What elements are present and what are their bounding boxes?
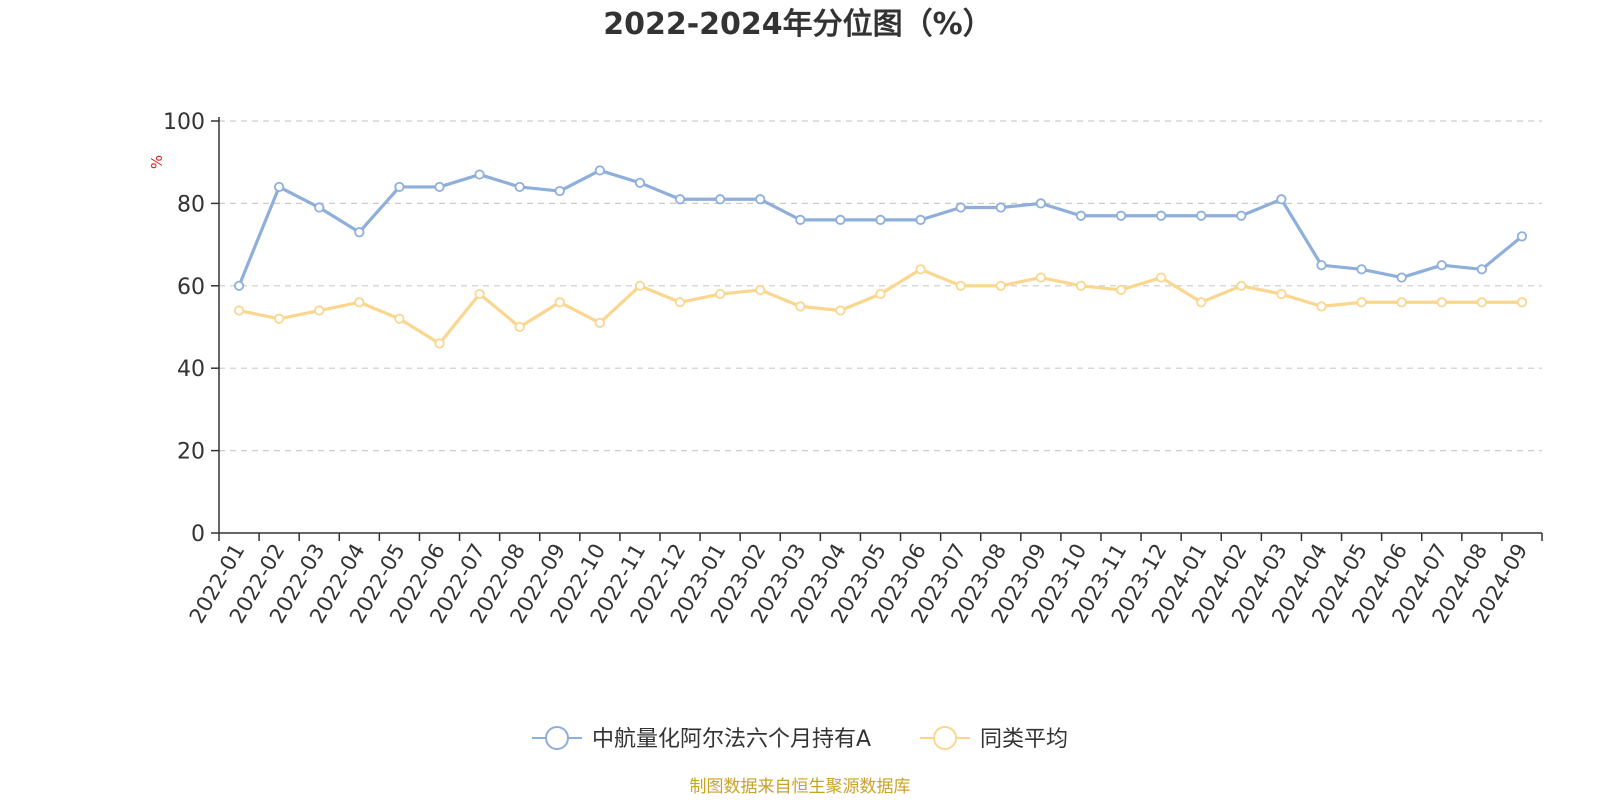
series-0-point-2023-12[interactable]: [1156, 210, 1167, 221]
data-source-note: 制图数据来自恒生聚源数据库: [690, 777, 911, 797]
series-line-0: [237, 168, 1524, 288]
series-1-point-2022-07[interactable]: [474, 288, 485, 300]
series-1-point-2022-03[interactable]: [314, 305, 325, 316]
series-0-point-2024-05[interactable]: [1356, 264, 1367, 275]
series-0-point-2024-01[interactable]: [1196, 210, 1207, 221]
x-tick-labels: 2022-012022-022022-032022-042022-052022-…: [185, 540, 1533, 628]
y-tick-label-40: 40: [177, 357, 205, 382]
series-0-point-2024-02[interactable]: [1236, 210, 1247, 221]
series-1-point-2023-03[interactable]: [795, 301, 806, 312]
legend-swatch-marker-category-average: [933, 726, 957, 750]
series-0-point-2022-04[interactable]: [354, 227, 365, 238]
series-0-point-2022-05[interactable]: [394, 181, 405, 193]
series-1-point-2024-03[interactable]: [1276, 288, 1287, 300]
series-1-point-2024-07[interactable]: [1436, 297, 1447, 308]
series-1-point-2024-06[interactable]: [1396, 297, 1407, 308]
series-0-point-2023-02[interactable]: [755, 194, 766, 205]
legend-item-fund[interactable]: 中航量化阿尔法六个月持有A: [532, 726, 871, 752]
series-1-point-2022-10[interactable]: [594, 317, 605, 328]
series-0-point-2023-04[interactable]: [835, 214, 846, 225]
series-1-point-2022-12[interactable]: [674, 297, 686, 308]
series-0-point-2022-07[interactable]: [474, 169, 485, 180]
series-1-point-2023-05[interactable]: [875, 288, 886, 300]
series-1-point-2024-08[interactable]: [1476, 297, 1487, 308]
series-0-point-2023-08[interactable]: [995, 202, 1006, 213]
series-0-point-2023-01[interactable]: [715, 194, 726, 205]
series-0: [233, 165, 1528, 291]
axes: [211, 117, 1543, 541]
series-0-point-2022-12[interactable]: [674, 194, 686, 205]
series-0-point-2023-11[interactable]: [1115, 210, 1127, 221]
series-1-point-2022-11[interactable]: [634, 280, 646, 291]
y-tick-label-0: 0: [191, 522, 205, 547]
series-lines: [233, 165, 1528, 349]
y-tick-labels: 0 20 40 60 80 100: [163, 110, 205, 547]
legend-label-fund: 中航量化阿尔法六个月持有A: [592, 727, 871, 752]
series-1-point-2022-01[interactable]: [233, 305, 245, 316]
series-1-point-2023-07[interactable]: [955, 280, 966, 291]
series-0-point-2023-05[interactable]: [875, 214, 886, 225]
series-1-point-2024-05[interactable]: [1356, 297, 1367, 308]
series-1-point-2022-04[interactable]: [354, 297, 365, 308]
series-0-point-2023-10[interactable]: [1075, 210, 1087, 221]
series-1-point-2023-01[interactable]: [715, 288, 726, 300]
series-1-point-2023-02[interactable]: [755, 284, 766, 296]
chart-title: 2022-2024年分位图（%）: [603, 7, 993, 42]
series-1: [233, 264, 1528, 349]
grid-lines: [219, 120, 1542, 452]
y-axis-unit-label: %: [148, 155, 166, 169]
series-0-point-2024-03[interactable]: [1276, 194, 1287, 205]
series-1-point-2023-11[interactable]: [1115, 284, 1127, 296]
series-0-point-2023-06[interactable]: [915, 214, 926, 225]
series-0-point-2022-06[interactable]: [434, 181, 445, 193]
legend-swatch-marker-fund: [545, 726, 569, 750]
series-1-point-2022-08[interactable]: [514, 321, 525, 333]
series-0-point-2024-04[interactable]: [1316, 260, 1327, 271]
series-1-point-2022-02[interactable]: [274, 313, 285, 324]
series-0-point-2022-10[interactable]: [594, 165, 605, 176]
series-0-point-2022-01[interactable]: [233, 280, 245, 291]
y-tick-label-80: 80: [177, 192, 205, 217]
legend-label-category-average: 同类平均: [980, 727, 1068, 752]
series-0-point-2022-03[interactable]: [314, 202, 325, 213]
y-tick-label-60: 60: [177, 275, 205, 300]
series-1-point-2023-10[interactable]: [1075, 280, 1087, 291]
series-0-point-2022-08[interactable]: [514, 181, 525, 193]
series-0-point-2024-09[interactable]: [1516, 231, 1528, 242]
legend: 中航量化阿尔法六个月持有A 同类平均: [532, 726, 1068, 752]
series-1-point-2022-09[interactable]: [554, 297, 565, 308]
series-0-point-2022-02[interactable]: [274, 181, 285, 193]
series-0-point-2023-09[interactable]: [1035, 198, 1046, 209]
series-line-1: [237, 267, 1524, 346]
y-tick-label-100: 100: [163, 110, 205, 135]
series-1-point-2024-02[interactable]: [1236, 280, 1247, 291]
series-0-point-2023-03[interactable]: [795, 214, 806, 225]
series-0-point-2024-07[interactable]: [1436, 260, 1447, 271]
y-tick-label-20: 20: [177, 440, 205, 465]
series-1-point-2022-06[interactable]: [434, 338, 445, 349]
series-1-point-2023-04[interactable]: [835, 305, 846, 316]
series-1-point-2023-09[interactable]: [1035, 272, 1046, 283]
series-1-point-2024-09[interactable]: [1516, 297, 1528, 308]
series-1-point-2023-12[interactable]: [1156, 272, 1167, 283]
series-0-point-2022-11[interactable]: [634, 177, 646, 188]
legend-item-category-average[interactable]: 同类平均: [920, 726, 1068, 752]
series-0-point-2024-08[interactable]: [1476, 264, 1487, 275]
series-1-point-2024-04[interactable]: [1316, 301, 1327, 312]
series-1-point-2023-06[interactable]: [915, 264, 926, 275]
series-0-point-2023-07[interactable]: [955, 202, 966, 213]
series-1-point-2023-08[interactable]: [995, 280, 1006, 291]
series-0-point-2024-06[interactable]: [1396, 272, 1407, 283]
series-0-point-2022-09[interactable]: [554, 185, 565, 197]
series-1-point-2024-01[interactable]: [1196, 297, 1207, 308]
series-1-point-2022-05[interactable]: [394, 313, 405, 324]
